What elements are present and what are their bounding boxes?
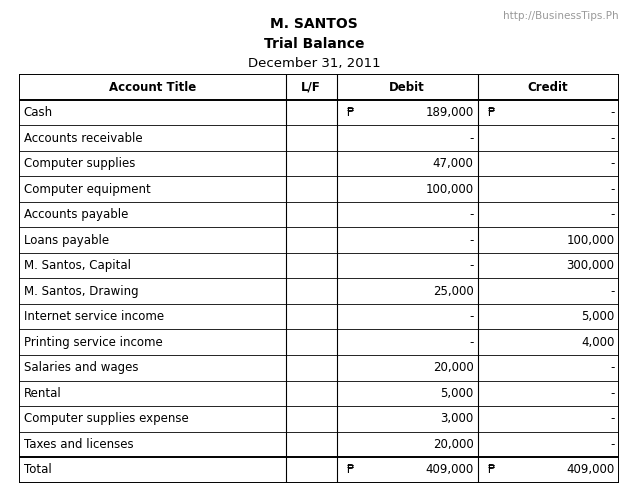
Text: 5,000: 5,000 xyxy=(440,387,474,400)
Text: 100,000: 100,000 xyxy=(425,183,474,196)
Text: Cash: Cash xyxy=(24,106,53,119)
Text: 47,000: 47,000 xyxy=(433,157,474,170)
Text: M. Santos, Capital: M. Santos, Capital xyxy=(24,259,131,272)
Text: 189,000: 189,000 xyxy=(425,106,474,119)
Text: 20,000: 20,000 xyxy=(433,438,474,451)
Text: 100,000: 100,000 xyxy=(566,234,614,247)
Text: Internet service income: Internet service income xyxy=(24,310,164,323)
Text: 409,000: 409,000 xyxy=(566,463,614,476)
Text: -: - xyxy=(610,132,614,145)
Text: -: - xyxy=(469,336,474,349)
Text: Computer supplies expense: Computer supplies expense xyxy=(24,412,188,425)
Text: Accounts payable: Accounts payable xyxy=(24,208,128,221)
Text: December 31, 2011: December 31, 2011 xyxy=(247,57,381,70)
Text: M. SANTOS: M. SANTOS xyxy=(270,17,358,31)
Text: Account Title: Account Title xyxy=(109,81,196,94)
Text: -: - xyxy=(469,259,474,272)
Text: -: - xyxy=(610,183,614,196)
Text: -: - xyxy=(469,132,474,145)
Text: 5,000: 5,000 xyxy=(581,310,614,323)
Text: Debit: Debit xyxy=(389,81,425,94)
Text: L/F: L/F xyxy=(301,81,321,94)
Text: Computer supplies: Computer supplies xyxy=(24,157,135,170)
Text: Taxes and licenses: Taxes and licenses xyxy=(24,438,133,451)
Text: 25,000: 25,000 xyxy=(433,285,474,297)
Text: 20,000: 20,000 xyxy=(433,361,474,374)
Text: -: - xyxy=(610,361,614,374)
Text: -: - xyxy=(610,438,614,451)
Text: Rental: Rental xyxy=(24,387,62,400)
Text: Printing service income: Printing service income xyxy=(24,336,163,349)
Text: Computer equipment: Computer equipment xyxy=(24,183,150,196)
Text: 300,000: 300,000 xyxy=(566,259,614,272)
Text: -: - xyxy=(469,310,474,323)
Text: Trial Balance: Trial Balance xyxy=(264,37,364,51)
Text: -: - xyxy=(469,234,474,247)
Text: 409,000: 409,000 xyxy=(425,463,474,476)
Text: 3,000: 3,000 xyxy=(440,412,474,425)
Text: -: - xyxy=(610,208,614,221)
Text: Credit: Credit xyxy=(528,81,568,94)
Text: -: - xyxy=(610,285,614,297)
Text: -: - xyxy=(610,387,614,400)
Text: -: - xyxy=(469,208,474,221)
Text: Salaries and wages: Salaries and wages xyxy=(24,361,138,374)
Text: Total: Total xyxy=(24,463,51,476)
Text: http://BusinessTips.Ph: http://BusinessTips.Ph xyxy=(503,11,619,21)
Text: ₱: ₱ xyxy=(487,463,495,476)
Text: ₱: ₱ xyxy=(346,463,354,476)
Text: Accounts receivable: Accounts receivable xyxy=(24,132,143,145)
Text: -: - xyxy=(610,106,614,119)
Text: -: - xyxy=(610,157,614,170)
Text: -: - xyxy=(610,412,614,425)
Text: M. Santos, Drawing: M. Santos, Drawing xyxy=(24,285,138,297)
Text: ₱: ₱ xyxy=(487,106,495,119)
Text: Loans payable: Loans payable xyxy=(24,234,109,247)
Text: 4,000: 4,000 xyxy=(581,336,614,349)
Text: ₱: ₱ xyxy=(346,106,354,119)
